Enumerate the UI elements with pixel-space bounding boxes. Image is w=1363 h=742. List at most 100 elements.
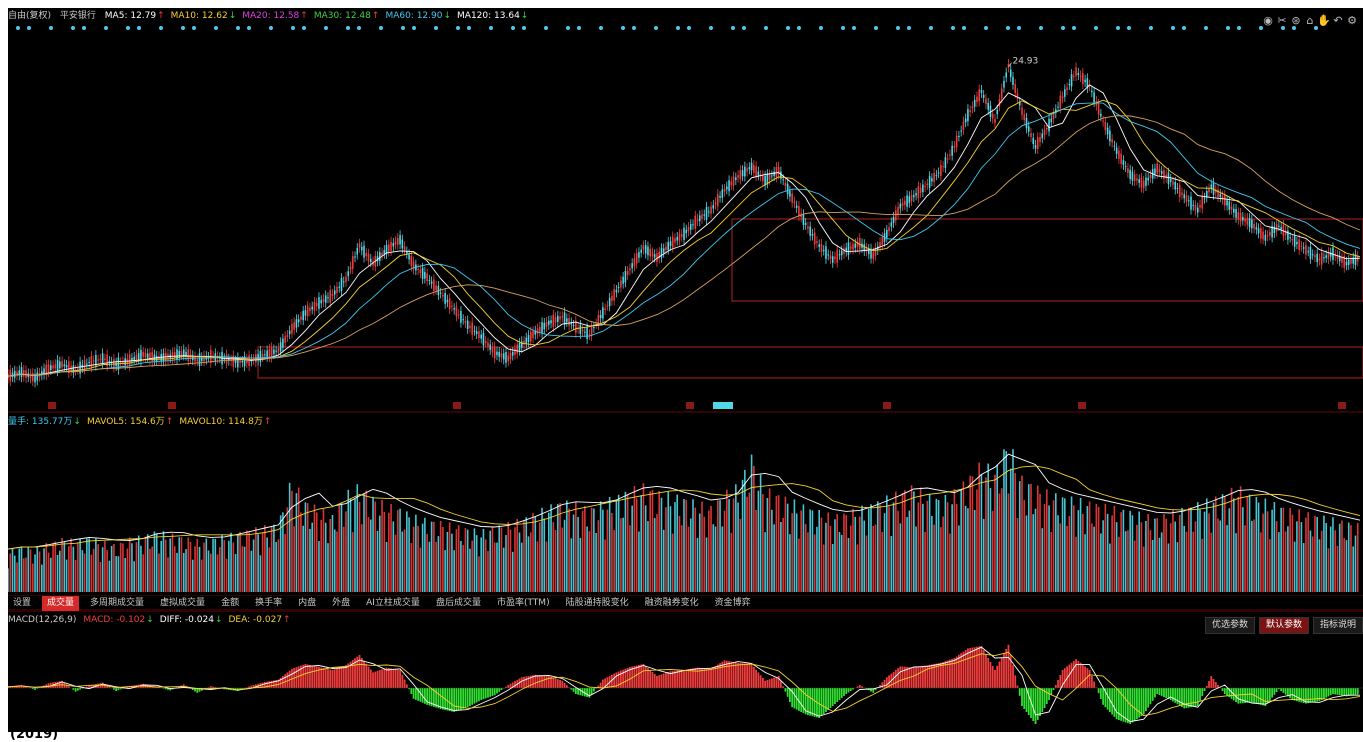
param-button-2[interactable]: 指标说明	[1313, 617, 1363, 634]
volume-bar	[1111, 515, 1113, 592]
macd-bar	[1341, 688, 1343, 696]
tab-12[interactable]: 融资融券变化	[640, 596, 704, 611]
undo-icon[interactable]: ↶	[1331, 14, 1345, 27]
compass-icon[interactable]: ⊛	[1289, 14, 1303, 27]
volume-bar	[1233, 498, 1235, 592]
volume-bar	[1145, 521, 1147, 592]
volume-legend: 量手: 135.77万↓MAVOL5: 154.6万↑MAVOL10: 114.…	[8, 416, 277, 428]
lock-icon[interactable]: ⌂	[1303, 14, 1317, 27]
signal-dot	[379, 26, 383, 30]
candle-body	[444, 293, 446, 304]
tab-0[interactable]: 设置	[8, 596, 36, 611]
eye-icon[interactable]: ◉	[1261, 14, 1275, 27]
volume-bar	[625, 492, 627, 592]
volume-bar	[255, 527, 257, 592]
candle-body	[260, 351, 262, 362]
volume-bar	[489, 531, 491, 592]
volume-bar	[566, 501, 568, 592]
volume-bar	[1163, 514, 1165, 592]
candle-body	[933, 173, 935, 182]
signal-dot	[1006, 26, 1010, 30]
volume-bar	[404, 529, 406, 592]
candle-body	[1265, 235, 1267, 241]
signal-dot	[126, 26, 130, 30]
volume-bar	[1305, 518, 1307, 592]
tab-6[interactable]: 内盘	[293, 596, 321, 611]
macd-bar	[1113, 688, 1115, 717]
volume-bar	[1267, 511, 1269, 592]
tab-9[interactable]: 盘后成交量	[431, 596, 486, 611]
candle-body	[1276, 224, 1278, 232]
macd-bar	[965, 650, 967, 688]
macd-bar	[771, 678, 773, 688]
volume-bar	[902, 493, 904, 592]
volume-bar	[1262, 514, 1264, 592]
volume-bar	[316, 512, 318, 592]
volume-bar	[48, 553, 50, 592]
volume-bar	[293, 526, 295, 592]
candle-body	[55, 364, 57, 368]
macd-legend-item-label: MACD: -0.102	[83, 615, 145, 625]
macd-bar	[1208, 681, 1210, 688]
tab-4[interactable]: 金额	[216, 596, 244, 611]
macd-bar	[1005, 649, 1007, 688]
tab-5[interactable]: 换手率	[250, 596, 287, 611]
param-button-0[interactable]: 优选参数	[1205, 617, 1255, 634]
candle-body	[334, 290, 336, 294]
candle-body	[602, 307, 604, 318]
volume-bar	[73, 547, 75, 592]
volume-bar	[354, 499, 356, 592]
macd-bar	[690, 669, 692, 688]
volume-bar	[969, 476, 971, 592]
scissors-icon[interactable]: ✂	[1275, 14, 1289, 27]
candle-body	[978, 89, 980, 101]
macd-bar	[1014, 675, 1016, 688]
candle-body	[559, 316, 561, 319]
macd-bar	[643, 664, 645, 688]
candle-body	[1093, 92, 1095, 102]
volume-bar	[273, 525, 275, 592]
macd-bar	[424, 688, 426, 704]
volume-bar	[129, 538, 131, 592]
tab-8[interactable]: AI立柱成交量	[361, 596, 425, 611]
volume-bar	[323, 509, 325, 592]
volume-bar	[379, 516, 381, 592]
param-button-1[interactable]: 默认参数	[1259, 617, 1309, 634]
macd-bar	[800, 688, 802, 712]
candle-body	[893, 217, 895, 223]
volume-bar	[239, 532, 241, 592]
macd-bar	[798, 688, 800, 711]
candle-body	[36, 372, 38, 380]
volume-bar	[399, 509, 401, 592]
tab-1[interactable]: 成交量	[42, 596, 79, 611]
volume-bar	[609, 497, 611, 592]
volume-bar	[1195, 521, 1197, 592]
hand-icon[interactable]: ✋	[1317, 14, 1331, 27]
tab-11[interactable]: 陆股通持股变化	[561, 596, 634, 611]
candle-body	[113, 359, 115, 367]
candle-body	[361, 247, 363, 250]
candle-body	[1233, 209, 1235, 213]
macd-bar	[640, 665, 642, 689]
macd-bar	[1352, 688, 1354, 695]
candle-body	[1105, 122, 1107, 130]
tab-13[interactable]: 资金博弈	[710, 596, 756, 611]
settings-icon[interactable]: ⚙	[1345, 14, 1359, 27]
volume-bar	[510, 530, 512, 592]
macd-bar	[523, 677, 525, 688]
volume-bar	[1258, 503, 1260, 592]
tab-2[interactable]: 多周期成交量	[85, 596, 149, 611]
volume-bar	[575, 502, 577, 592]
volume-bar	[812, 510, 814, 592]
signal-dot	[786, 26, 790, 30]
volume-bar	[978, 462, 980, 592]
volume-bar	[1017, 518, 1019, 592]
volume-bar	[183, 553, 185, 592]
candle-body	[50, 365, 52, 370]
macd-bar	[341, 667, 343, 688]
tab-3[interactable]: 虚拟成交量	[155, 596, 210, 611]
volume-bar	[645, 505, 647, 592]
tab-10[interactable]: 市盈率(TTM)	[492, 596, 555, 611]
macd-bar	[951, 659, 953, 688]
tab-7[interactable]: 外盘	[327, 596, 355, 611]
